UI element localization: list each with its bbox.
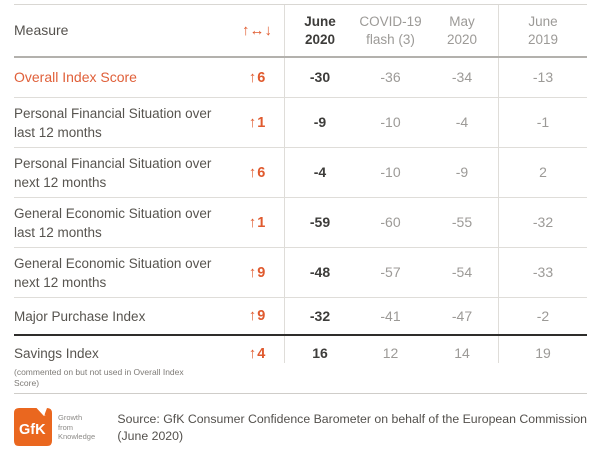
measure-label: Major Purchase Index: [14, 308, 146, 324]
up-arrow-icon: ↑: [248, 263, 257, 281]
value-june-2020: -32: [284, 298, 355, 334]
measure-footnote: (commented on but not used in Overall In…: [14, 367, 184, 388]
value-may-2020: -54: [451, 264, 473, 280]
table-row-pfs-last-12: Personal Financial Situation over last 1…: [14, 98, 587, 148]
value-june-2019: 19: [498, 336, 587, 363]
consumer-confidence-table: Measure ↑↔↓ June 2020 COVID-19 flash (3)…: [14, 4, 587, 394]
up-arrow-icon: ↑: [248, 213, 257, 231]
measure-label: Savings Index (commented on but not used…: [14, 336, 230, 389]
table-row-savings-index: Savings Index (commented on but not used…: [14, 336, 587, 394]
value-june-2020: -48: [284, 248, 355, 297]
measure-label: Overall Index Score: [14, 69, 137, 85]
gfk-logo: GfK: [14, 408, 52, 446]
change-indicator: ↑9: [230, 263, 284, 283]
measure-label: General Economic Situation over next 12 …: [14, 255, 212, 290]
value-covid-flash: 12: [382, 345, 399, 361]
table-row-overall-index: Overall Index Score ↑6 -30 -36 -34 -13: [14, 58, 587, 98]
value-june-2020: 16: [284, 336, 355, 363]
change-indicator: ↑1: [230, 213, 284, 233]
table-row-major-purchase: Major Purchase Index ↑9 -32 -41 -47 -2: [14, 298, 587, 336]
column-header-june-2020: June 2020: [284, 5, 355, 56]
table-row-pfs-next-12: Personal Financial Situation over next 1…: [14, 148, 587, 198]
value-may-2020: -9: [455, 164, 469, 180]
column-header-may-2020: May 2020: [446, 13, 478, 47]
up-arrow-icon: ↑: [248, 163, 257, 181]
change-indicator: ↑4: [230, 336, 284, 364]
measure-label: Personal Financial Situation over last 1…: [14, 105, 212, 140]
change-indicator: ↑9: [230, 306, 284, 326]
value-may-2020: 14: [454, 345, 470, 361]
change-indicator: ↑6: [230, 163, 284, 183]
value-june-2020: -4: [284, 148, 355, 197]
change-value: 9: [257, 308, 266, 324]
value-may-2020: -34: [451, 69, 473, 85]
measure-column-header: Measure: [14, 22, 69, 38]
value-may-2020: -55: [451, 214, 473, 230]
value-covid-flash: -10: [380, 114, 401, 130]
value-june-2019: 2: [498, 148, 587, 197]
value-may-2020: -47: [451, 307, 473, 324]
gfk-logo-icon: GfK: [14, 408, 52, 446]
value-covid-flash: -10: [380, 164, 401, 180]
table-row-ges-last-12: General Economic Situation over last 12 …: [14, 198, 587, 248]
change-value: 4: [257, 346, 266, 362]
change-indicator: ↑6: [230, 68, 284, 88]
table-header-row: Measure ↑↔↓ June 2020 COVID-19 flash (3)…: [14, 5, 587, 58]
measure-label: General Economic Situation over last 12 …: [14, 205, 212, 240]
gfk-tagline: Growth from Knowledge: [58, 413, 96, 441]
value-covid-flash: -60: [380, 214, 401, 230]
value-june-2019: -13: [498, 58, 587, 97]
column-header-june-2019: June 2019: [498, 5, 587, 56]
value-june-2019: -1: [498, 98, 587, 147]
value-covid-flash: -41: [380, 307, 401, 324]
up-arrow-icon: ↑: [248, 68, 257, 86]
up-arrow-icon: ↑: [248, 345, 257, 362]
change-value: 9: [257, 264, 266, 281]
value-june-2020: -9: [284, 98, 355, 147]
up-arrow-icon: ↑: [248, 307, 257, 324]
up-down-arrows-icon: ↑↔↓: [242, 22, 272, 39]
value-covid-flash: -57: [380, 264, 401, 280]
value-june-2020: -30: [284, 58, 355, 97]
change-indicator: ↑1: [230, 113, 284, 133]
svg-text:GfK: GfK: [19, 422, 46, 438]
value-june-2019: -32: [498, 198, 587, 247]
value-june-2020: -59: [284, 198, 355, 247]
source-attribution: Source: GfK Consumer Confidence Baromete…: [117, 412, 587, 443]
measure-title: Savings Index: [14, 346, 99, 361]
column-header-covid-flash: COVID-19 flash (3): [359, 13, 422, 47]
change-value: 1: [257, 114, 266, 131]
table-row-ges-next-12: General Economic Situation over next 12 …: [14, 248, 587, 298]
value-june-2019: -2: [498, 298, 587, 334]
measure-label: Personal Financial Situation over next 1…: [14, 155, 212, 190]
up-arrow-icon: ↑: [248, 113, 257, 131]
change-value: 1: [257, 214, 266, 231]
value-may-2020: -4: [455, 114, 469, 130]
footer: GfK Growth from Knowledge Source: GfK Co…: [14, 394, 587, 446]
value-covid-flash: -36: [380, 69, 401, 85]
change-value: 6: [257, 69, 266, 86]
change-value: 6: [257, 164, 266, 181]
value-june-2019: -33: [498, 248, 587, 297]
